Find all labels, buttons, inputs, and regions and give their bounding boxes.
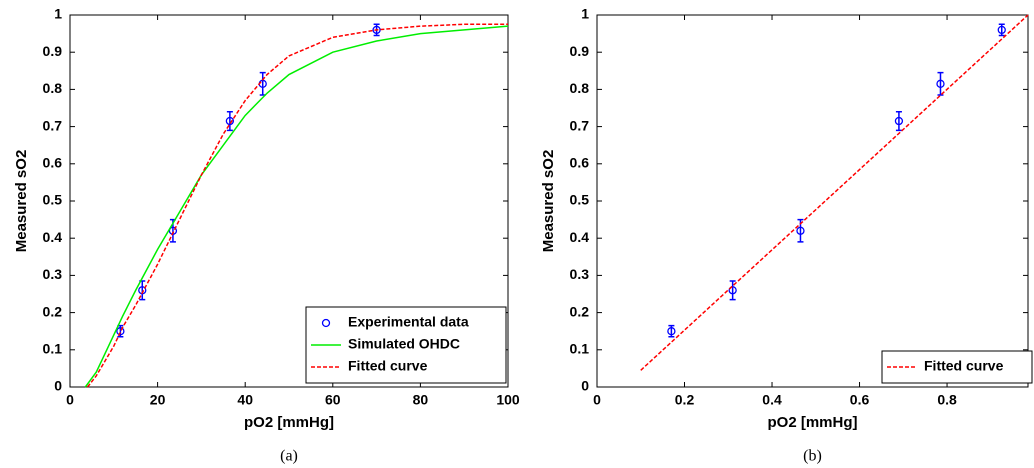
y-tick-label: 0.6 [43,155,63,171]
x-tick-label: 0 [593,392,601,408]
data-point [116,327,125,336]
y-tick-label: 0.9 [43,43,63,59]
y-tick-label: 1 [54,6,62,22]
data-line [84,25,509,388]
y-tick-label: 0.3 [570,266,590,282]
y-tick-label: 1 [581,6,589,22]
y-tick-label: 0.2 [570,303,590,319]
y-tick-label: 0.5 [43,192,63,208]
y-tick-label: 0.7 [43,117,63,133]
error-bar [226,110,233,132]
data-line [640,14,1029,371]
x-axis-label: pO2 [mmHg] [768,414,858,431]
x-tick-label: 0.8 [937,392,957,408]
error-bar [895,110,902,132]
y-tick-label: 0.9 [570,43,590,59]
panel: 0 20 40 60 80 100 0 0.1 0.2 0.3 0.4 0.5 0.6 0.7 0.8 0.9… [13,6,520,465]
x-tick-label: 100 [496,392,520,408]
y-axis-label: Measured sO2 [540,150,557,253]
x-tick-label: 0.4 [762,392,782,408]
y-tick-label: 0.7 [570,117,590,133]
plot-frame [596,14,1029,388]
legend: Fitted curve [881,350,1033,384]
x-tick-label: 80 [413,392,429,408]
legend-label: Experimental data [348,314,469,330]
data-point [796,226,805,235]
data-point [894,116,904,126]
x-tick-label: 0 [66,392,74,408]
legend-label: Simulated OHDC [348,336,460,352]
y-tick-label: 0 [54,378,62,394]
y-tick-label: 0.6 [570,155,590,171]
panel: 0 0.2 0.4 0.6 0.8 0 0.1 0.2 0.3 0.4 0.5 0.6 0.7 0.8 0.… [540,6,1033,465]
y-tick-label: 0.3 [43,266,63,282]
caption: (b) [803,448,822,465]
y-tick-label: 0 [581,378,589,394]
legend-label: Fitted curve [348,358,428,374]
x-axis-label: pO2 [mmHg] [244,414,334,431]
caption: (a) [280,448,298,465]
x-tick-label: 40 [237,392,253,408]
legend-label: Fitted curve [924,358,1004,374]
data-point [667,327,676,336]
y-tick-label: 0.1 [43,341,63,357]
data-point [225,116,235,126]
y-tick-label: 0.2 [43,303,63,319]
x-tick-label: 60 [325,392,341,408]
y-tick-label: 0.5 [570,192,590,208]
y-tick-label: 0.8 [570,80,590,96]
legend-marker [321,318,331,328]
error-bar [729,280,736,301]
y-tick-label: 0.4 [43,229,63,245]
data-point [728,286,737,295]
data-point [936,79,945,88]
x-tick-label: 0.2 [675,392,695,408]
x-tick-label: 20 [150,392,166,408]
y-tick-label: 0.8 [43,80,63,96]
x-tick-label: 0.6 [850,392,870,408]
error-bar [259,71,266,96]
data-point [997,25,1006,35]
y-axis-label: Measured sO2 [13,150,30,253]
legend: Experimental data Simulated OHDC Fitted cu… [305,306,507,384]
y-tick-label: 0.4 [570,229,590,245]
data-point [372,25,381,35]
data-line [86,23,508,388]
y-tick-label: 0.1 [570,341,590,357]
error-bar [937,71,944,96]
